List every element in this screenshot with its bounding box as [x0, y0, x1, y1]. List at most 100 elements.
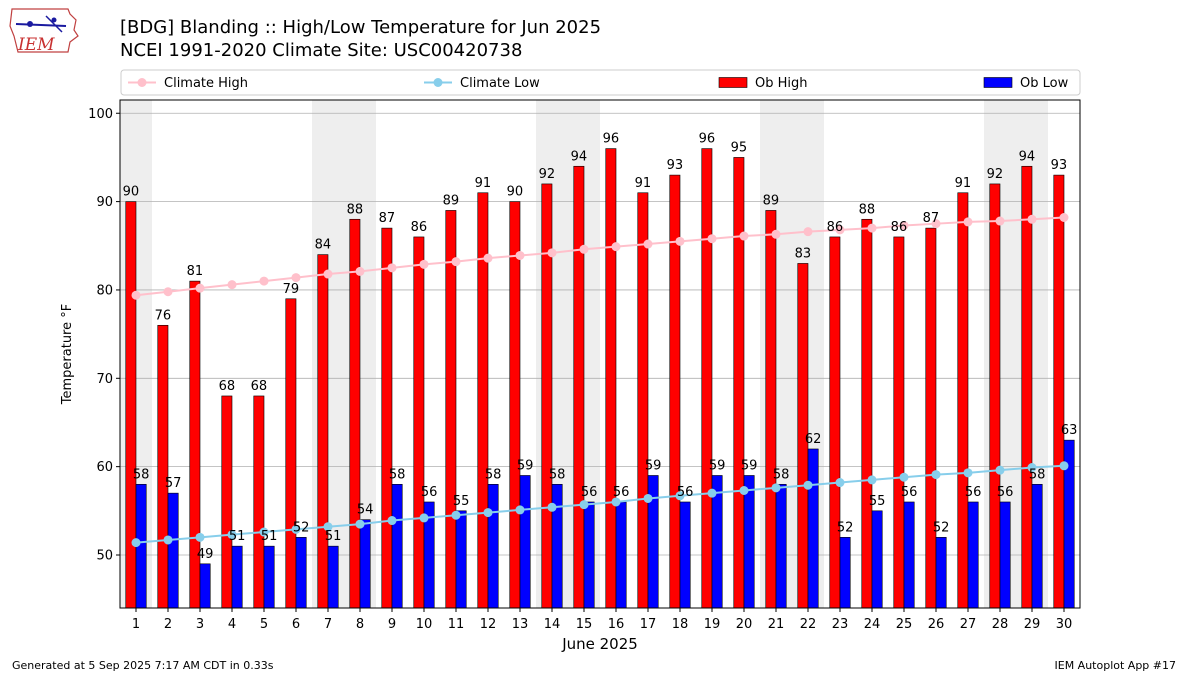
x-tick-label: 26	[928, 617, 945, 632]
climate-high-point	[483, 253, 493, 263]
ob-high-value-label: 93	[1051, 158, 1068, 173]
ob-high-bar	[413, 236, 425, 609]
climate-high-point	[931, 219, 941, 229]
x-tick-label: 20	[736, 617, 753, 632]
x-tick-label: 21	[768, 617, 785, 632]
ob-low-bar	[775, 484, 787, 609]
climate-high-point	[739, 231, 749, 241]
ob-low-bar	[327, 545, 339, 609]
ob-high-value-label: 90	[123, 185, 140, 200]
ob-low-bar	[391, 484, 403, 609]
climate-lines	[131, 213, 1069, 548]
ob-low-value-label: 58	[389, 467, 406, 482]
ob-low-value-label: 59	[517, 458, 534, 473]
ob-low-bar	[551, 484, 563, 609]
legend-ob-low-label: Ob Low	[1020, 76, 1069, 91]
x-tick-label: 15	[576, 617, 593, 632]
ob-high-bar	[445, 210, 457, 609]
iowa-outline-icon	[9, 8, 79, 53]
climate-high-point	[419, 259, 429, 269]
ob-low-bar	[231, 545, 243, 609]
climate-high-point	[995, 216, 1005, 226]
ob-high-value-label: 76	[155, 308, 172, 323]
ob-high-bar	[1021, 165, 1033, 609]
ob-high-value-label: 68	[219, 379, 236, 394]
ob-low-value-label: 52	[837, 520, 854, 535]
climate-high-point	[707, 234, 717, 244]
climate-high-point	[259, 276, 269, 286]
ob-low-value-label: 55	[453, 494, 470, 509]
x-tick-label: 14	[544, 617, 561, 632]
x-tick-label: 19	[704, 617, 721, 632]
generated-note: Generated at 5 Sep 2025 7:17 AM CDT in 0…	[12, 659, 274, 672]
ob-low-value-label: 58	[773, 467, 790, 482]
ob-low-value-label: 59	[741, 458, 758, 473]
climate-high-point	[771, 229, 781, 239]
climate-low-point	[163, 535, 173, 545]
ob-high-bar	[925, 227, 937, 609]
ob-low-value-label: 55	[869, 494, 886, 509]
legend-ob-high-swatch	[718, 77, 748, 88]
ob-low-bar	[519, 475, 531, 609]
ob-high-value-label: 94	[571, 149, 588, 164]
climate-low-point	[1027, 463, 1037, 473]
ob-low-value-label: 56	[965, 485, 982, 500]
climate-high-point	[835, 225, 845, 235]
climate-low-point	[195, 532, 205, 542]
climate-low-point	[835, 478, 845, 488]
climate-low-point	[515, 505, 525, 515]
x-tick-label: 5	[260, 617, 268, 632]
ob-high-value-label: 87	[923, 211, 940, 226]
ob-low-value-label: 51	[325, 529, 342, 544]
ob-high-bar	[765, 210, 777, 609]
y-tick-label: 100	[88, 107, 113, 122]
climate-low-point	[483, 508, 493, 518]
chart-subtitle: NCEI 1991-2020 Climate Site: USC00420738	[120, 40, 523, 61]
x-tick-label: 23	[832, 617, 849, 632]
ob-low-value-label: 56	[421, 485, 438, 500]
ob-low-bar	[487, 484, 499, 609]
ob-high-bar	[893, 236, 905, 609]
x-tick-label: 17	[640, 617, 657, 632]
ob-low-bar	[615, 501, 627, 609]
climate-low-point	[739, 485, 749, 495]
x-tick-label: 6	[292, 617, 300, 632]
ob-low-value-label: 58	[549, 467, 566, 482]
plot-frame	[119, 99, 1081, 609]
x-tick-label: 1	[132, 617, 140, 632]
climate-low-point	[259, 527, 269, 537]
climate-high-point	[803, 227, 813, 237]
climate-low-point	[323, 522, 333, 532]
climate-high-point	[1059, 213, 1069, 223]
climate-high-point	[195, 283, 205, 293]
ob-low-bar	[583, 501, 595, 609]
climate-low-point	[579, 500, 589, 510]
ob-high-bar	[605, 148, 617, 609]
climate-low-point	[675, 491, 685, 501]
ob-low-value-label: 51	[261, 529, 278, 544]
ob-low-bar	[871, 510, 883, 609]
climate-high-point	[611, 242, 621, 252]
ob-low-bar	[263, 545, 275, 609]
ob-high-value-label: 87	[379, 211, 396, 226]
legend-climate-high-marker	[137, 78, 147, 87]
chart-title: [BDG] Blanding :: High/Low Temperature f…	[120, 17, 602, 38]
ob-low-bar	[967, 501, 979, 609]
ob-high-bar	[573, 165, 585, 609]
x-tick-label: 9	[388, 617, 396, 632]
ob-low-bar	[807, 448, 819, 609]
climate-low-point	[963, 468, 973, 478]
y-tick-label: 70	[96, 372, 113, 387]
climate-high-point	[291, 273, 301, 283]
ob-low-value-label: 62	[805, 432, 822, 447]
x-tick-label: 8	[356, 617, 364, 632]
climate-high-point	[355, 266, 365, 276]
x-tick-label: 24	[864, 617, 881, 632]
legend-climate-low-marker	[433, 78, 443, 87]
x-tick-label: 13	[512, 617, 529, 632]
ob-low-bar	[679, 501, 691, 609]
ob-high-value-label: 68	[251, 379, 268, 394]
ob-high-value-label: 89	[763, 193, 780, 208]
climate-low-point	[611, 497, 621, 507]
x-tick-label: 3	[196, 617, 204, 632]
